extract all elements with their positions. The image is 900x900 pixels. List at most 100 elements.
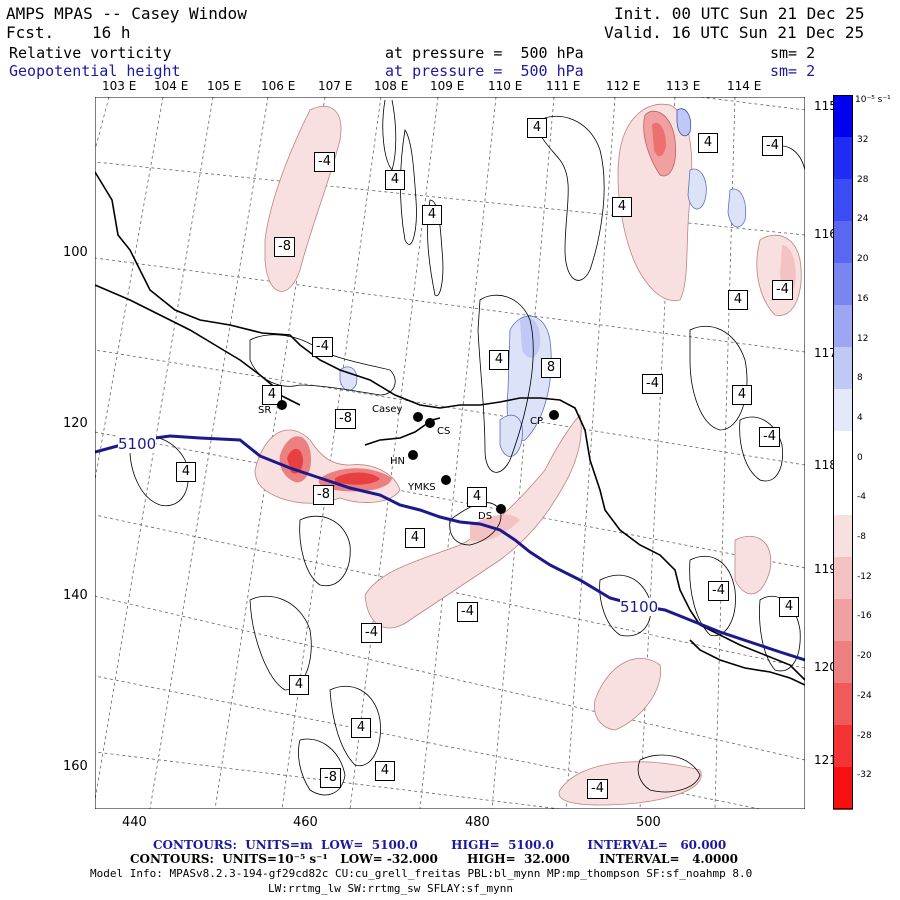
colorbar-tick-label: -28 [857, 730, 872, 741]
colorbar-swatch [833, 389, 853, 432]
coastline-inner [95, 284, 301, 406]
lon-label: 113 E [666, 79, 701, 93]
contour-label: 4 [467, 487, 487, 507]
colorbar-tick-label: -20 [857, 651, 872, 662]
vorticity-colorbar [833, 95, 853, 810]
colorbar-tick-label: 24 [857, 214, 869, 225]
footer-vorticity-contours: CONTOURS: UNITS=10⁻⁵ s⁻¹ LOW= -32.000 HI… [130, 852, 738, 866]
contour-label: 4 [375, 761, 395, 781]
contour-label: 4 [176, 462, 196, 482]
contour-label: 4 [385, 170, 405, 190]
contour-label: 4 [732, 385, 752, 405]
contour-label: 4 [612, 197, 632, 217]
lon-label: 105 E [207, 79, 242, 93]
lon-label: 103 E [102, 79, 137, 93]
colorbar-tick-label: -16 [857, 611, 872, 622]
contour-label: -8 [274, 237, 295, 257]
colorbar-tick-label: -32 [857, 770, 872, 781]
colorbar-swatch [833, 767, 853, 810]
field1-smoothing: sm= 2 [770, 44, 816, 62]
contour-label: 4 [489, 350, 509, 370]
colorbar-tick-label: -24 [857, 690, 872, 701]
contour-label: 4 [527, 118, 547, 138]
field1-name: Relative vorticity [9, 44, 172, 62]
colorbar-swatch [833, 179, 853, 222]
colorbar-tick-label: 16 [857, 293, 869, 304]
forecast-value: 16 h [92, 23, 131, 42]
contour-label: -4 [361, 623, 382, 643]
contour-label: -4 [762, 136, 783, 156]
contour-label: 8 [541, 358, 561, 378]
contour-label: 4 [779, 597, 799, 617]
y-axis-label: 100 [63, 245, 88, 260]
contour-label: -4 [312, 337, 333, 357]
field1-level: at pressure = 500 hPa [385, 44, 584, 62]
station-marker [496, 504, 506, 514]
colorbar-swatch [833, 557, 853, 600]
station-marker [413, 412, 423, 422]
lon-label: 106 E [261, 79, 296, 93]
contour-label: -4 [772, 280, 793, 300]
coastline-east [689, 639, 805, 686]
station-label: Casey [372, 404, 403, 415]
contour-label: 4 [351, 718, 371, 738]
contour-label: -8 [335, 409, 356, 429]
vorticity-map [95, 97, 805, 809]
colorbar-tick-label: 20 [857, 254, 869, 265]
geopotential-contour-5100 [95, 434, 805, 662]
colorbar-tick-label: 32 [857, 135, 869, 145]
valid-time: Valid. 16 UTC Sun 21 Dec 25 [604, 23, 865, 42]
colorbar-swatch [833, 473, 853, 516]
contour-label: -8 [313, 485, 334, 505]
footer-model-info-2: LW:rrtmg_lw SW:rrtmg_sw SFLAY:sf_mynn [268, 882, 514, 895]
field2-smoothing: sm= 2 [770, 62, 816, 80]
lon-label: 107 E [318, 79, 353, 93]
colorbar-tick-label: 12 [857, 333, 869, 344]
colorbar-tick-label: -4 [857, 492, 866, 503]
contour-label: -4 [708, 581, 729, 601]
colorbar-tick-label: 28 [857, 174, 869, 185]
contour-label: 4 [728, 290, 748, 310]
contour-label: -4 [759, 427, 780, 447]
colorbar-swatch [833, 725, 853, 768]
x-axis-label: 480 [465, 815, 490, 830]
footer-height-contours: CONTOURS: UNITS=m LOW= 5100.0 HIGH= 5100… [153, 838, 727, 852]
station-marker [408, 450, 418, 460]
lon-label: 112 E [606, 79, 641, 93]
contour-label: 4 [262, 385, 282, 405]
field2-name: Geopotential height [9, 62, 181, 80]
station-marker [277, 400, 287, 410]
colorbar-units: 10⁻⁵ s⁻¹ [855, 95, 891, 105]
contour-label: -4 [642, 374, 663, 394]
colorbar-tick-label: -8 [857, 532, 866, 542]
contour-label: 4 [422, 205, 442, 225]
height-label: 5100 [118, 435, 157, 453]
map-title: AMPS MPAS -- Casey Window [6, 4, 247, 23]
lon-label: 109 E [430, 79, 465, 93]
station-label: HN [390, 456, 405, 467]
station-label: YMKS [408, 482, 436, 493]
field2-level: at pressure = 500 hPa [385, 62, 584, 80]
colorbar-tick-label: 4 [857, 412, 863, 423]
colorbar-swatch [833, 515, 853, 558]
station-marker [441, 475, 451, 485]
x-axis-label: 500 [636, 815, 661, 830]
station-marker [549, 410, 559, 420]
lon-label: 108 E [374, 79, 409, 93]
contour-label: -4 [457, 602, 478, 622]
forecast-label: Fcst. [6, 23, 55, 42]
contour-label: -4 [587, 779, 608, 799]
colorbar-swatch [833, 95, 853, 138]
colorbar-swatch [833, 305, 853, 348]
colorbar-swatch [833, 263, 853, 306]
station-label: DS [478, 511, 493, 522]
station-marker [425, 418, 435, 428]
colorbar-swatch [833, 683, 853, 726]
colorbar-tick-label: 8 [857, 373, 863, 384]
colorbar-swatch [833, 641, 853, 684]
contour-label: -4 [314, 152, 335, 172]
colorbar-swatch [833, 599, 853, 642]
contour-label: 4 [698, 133, 718, 153]
coastline [95, 171, 805, 681]
contour-label: 4 [405, 528, 425, 548]
